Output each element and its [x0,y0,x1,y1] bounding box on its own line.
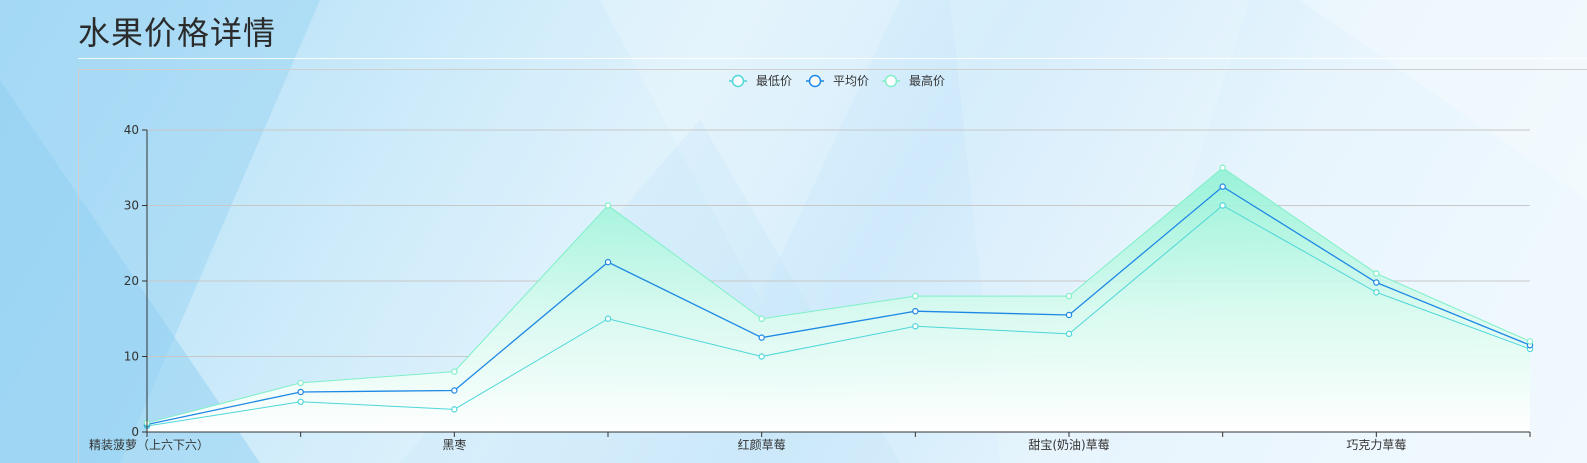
series-2-point-6 [1065,292,1073,300]
series-1-point-8 [1373,279,1380,286]
series-2-point-3 [604,202,612,209]
legend-marker-1 [808,74,822,88]
page-title: 水果价格详情 [78,14,277,52]
series-2-point-5 [912,292,919,300]
x-tick-label-0: 精装菠萝（上六下六） [89,438,209,452]
series-2-point-7 [1219,164,1226,171]
series-line-2 [146,167,1531,424]
series-2-point-2 [451,368,458,375]
y-tick-label-10: 10 [124,350,139,364]
y-tick-label-0: 0 [131,425,139,439]
series-1-point-6 [1065,311,1073,319]
y-tick-label-40: 40 [124,123,139,137]
chart-panel: 最低价 平均价 最高价 0 10 20 30 40 精装菠萝（上六下六） 黑枣 红颜草莓 甜宝(奶油… [78,69,1587,463]
series-2-point-9 [1526,338,1534,345]
legend-marker-2 [884,74,898,88]
series-2-point-8 [1373,270,1380,277]
series-0-point-6 [1065,330,1073,338]
series-1-point-5 [912,307,919,315]
series-0-point-2 [451,406,458,413]
price-line-chart: 最低价 平均价 最高价 0 10 20 30 40 精装菠萝（上六下六） 黑枣 红颜草莓 甜宝(奶油… [89,73,1534,452]
series-2-point-1 [297,379,304,387]
title-divider [78,58,1587,59]
max-price-area [147,167,1530,432]
legend-label-2: 最高价 [909,73,945,88]
series-0-point-1 [297,398,304,405]
axes [146,130,1531,437]
series-1-point-7 [1219,183,1226,190]
legend-marker-0 [731,74,745,88]
x-tick-label-6: 甜宝(奶油)草莓 [1028,438,1109,452]
max-price-area-fill [147,167,1530,432]
legend-label-0: 最低价 [756,74,792,88]
x-tick-label-8: 巧克力草莓 [1346,438,1406,452]
series-points [143,164,1534,430]
series-0-point-4 [758,353,765,360]
tick-labels: 0 10 20 30 40 精装菠萝（上六下六） 黑枣 红颜草莓 甜宝(奶油)草莓 巧克力草莓 [89,123,1406,452]
series-2-point-4 [758,315,765,322]
series-0-point-8 [1373,289,1380,296]
chart-legend: 最低价 平均价 最高价 [729,73,945,88]
series-line-0 [146,204,1531,427]
legend-label-1: 平均价 [833,74,869,88]
series-0-point-3 [604,315,612,322]
y-tick-label-30: 30 [124,199,139,213]
series-1-point-2 [451,387,458,394]
series-1-point-3 [604,258,612,266]
series-1-point-1 [297,388,304,396]
series-line-1 [146,185,1531,426]
x-tick-label-4: 红颜草莓 [738,437,786,452]
series-1-point-4 [758,334,765,341]
y-tick-label-20: 20 [124,274,139,288]
series-0-point-5 [912,323,919,330]
x-tick-label-2: 黑枣 [442,438,466,452]
series-lines [146,167,1531,427]
series-0-point-7 [1219,202,1226,209]
